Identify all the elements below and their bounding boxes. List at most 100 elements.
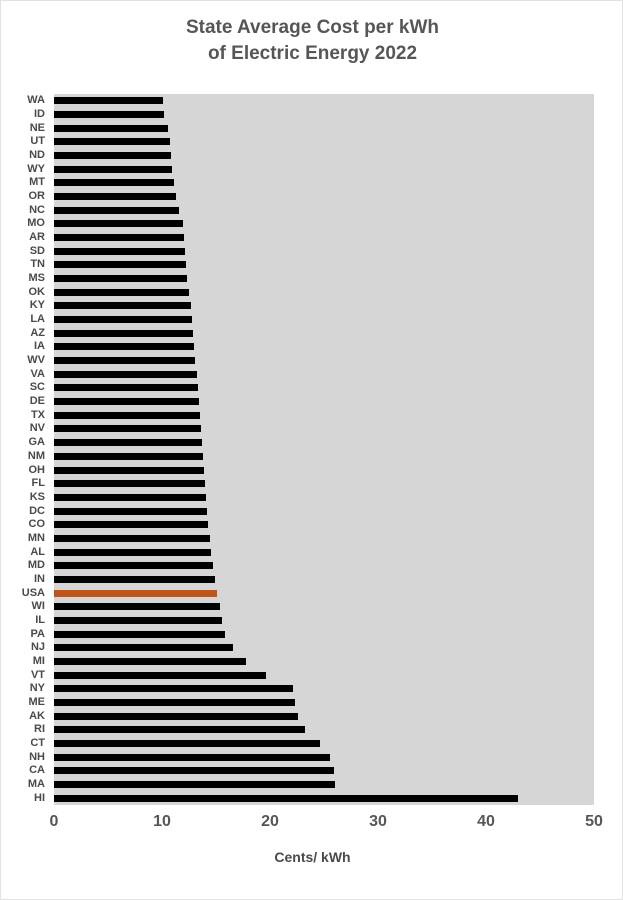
bar-mn <box>54 534 210 542</box>
y-axis-label-md: MD <box>27 559 45 572</box>
bar-row <box>54 753 594 761</box>
bar-nc <box>54 206 180 214</box>
bar-mi <box>54 657 247 665</box>
y-axis-label-wi: WI <box>31 600 45 613</box>
bar-fl <box>54 480 206 488</box>
bar-usa <box>54 589 218 597</box>
y-axis-label-wy: WY <box>27 162 45 175</box>
y-axis-label-ri: RI <box>34 723 45 736</box>
bar-row <box>54 343 594 351</box>
y-axis-label-wa: WA <box>27 94 45 107</box>
bar-ok <box>54 288 189 296</box>
y-axis-label-ar: AR <box>29 231 45 244</box>
bar-oh <box>54 466 205 474</box>
y-axis-label-ma: MA <box>27 777 45 790</box>
bar-il <box>54 616 223 624</box>
x-tick-40: 40 <box>477 813 495 830</box>
bar-series <box>54 94 594 805</box>
y-axis-label-nh: NH <box>29 750 45 763</box>
y-axis-label-nc: NC <box>29 203 45 216</box>
bar-row <box>54 739 594 747</box>
y-axis-label-nm: NM <box>27 449 45 462</box>
bar-row <box>54 726 594 734</box>
x-axis-ticks: 0 10 20 30 40 50 <box>50 813 603 835</box>
y-axis-label-vt: VT <box>30 668 45 681</box>
bar-tx <box>54 411 200 419</box>
bar-row <box>54 384 594 392</box>
bar-row <box>54 124 594 132</box>
y-axis-label-sc: SC <box>29 381 45 394</box>
bar-ne <box>54 124 169 132</box>
bar-va <box>54 370 197 378</box>
bar-row <box>54 316 594 324</box>
y-axis-label-tx: TX <box>30 408 45 421</box>
y-axis-label-la: LA <box>30 313 45 326</box>
y-axis-label-me: ME <box>28 695 46 708</box>
bar-row <box>54 466 594 474</box>
bar-wi <box>54 603 221 611</box>
y-axis-label-dc: DC <box>29 504 45 517</box>
y-axis-label-oh: OH <box>28 463 46 476</box>
bar-row <box>54 357 594 365</box>
y-axis-label-va: VA <box>30 367 45 380</box>
y-axis-label-or: OR <box>28 190 46 203</box>
bar-row <box>54 398 594 406</box>
x-tick-30: 30 <box>369 813 387 830</box>
y-axis-label-mn: MN <box>27 531 45 544</box>
bar-ri <box>54 726 305 734</box>
bar-mt <box>54 179 174 187</box>
y-axis-label-mi: MI <box>32 654 45 667</box>
bar-wv <box>54 357 196 365</box>
bar-row <box>54 193 594 201</box>
bar-al <box>54 548 211 556</box>
bar-de <box>54 398 199 406</box>
bar-sc <box>54 384 198 392</box>
bar-row <box>54 370 594 378</box>
y-axis-label-sd: SD <box>29 244 45 257</box>
bar-hi <box>54 794 519 802</box>
y-axis-label-tn: TN <box>30 258 45 271</box>
y-axis-label-hi: HI <box>34 791 45 804</box>
bar-row <box>54 220 594 228</box>
bar-row <box>54 111 594 118</box>
bar-ar <box>54 234 184 242</box>
bar-row <box>54 302 594 310</box>
bar-row <box>54 206 594 214</box>
bar-id <box>54 111 165 118</box>
bar-ct <box>54 739 320 747</box>
y-axis-label-in: IN <box>34 572 45 585</box>
bar-row <box>54 712 594 720</box>
bar-nj <box>54 644 234 652</box>
y-axis-label-wv: WV <box>27 354 45 367</box>
y-axis-label-de: DE <box>29 395 45 408</box>
bar-row <box>54 288 594 296</box>
y-axis-label-nd: ND <box>29 149 45 162</box>
bar-nv <box>54 425 201 433</box>
x-tick-50: 50 <box>585 813 603 830</box>
bar-nd <box>54 152 171 160</box>
bar-or <box>54 193 177 201</box>
bar-row <box>54 767 594 775</box>
bar-ky <box>54 302 192 310</box>
y-axis-label-nv: NV <box>29 422 45 435</box>
bar-ks <box>54 493 207 501</box>
bar-row <box>54 234 594 242</box>
bar-ma <box>54 780 335 788</box>
bar-sd <box>54 247 185 255</box>
bar-me <box>54 698 295 706</box>
bar-ga <box>54 439 202 447</box>
y-axis-label-mo: MO <box>27 217 45 230</box>
y-axis-label-usa: USA <box>21 586 45 599</box>
bar-row <box>54 521 594 529</box>
y-axis-label-ny: NY <box>29 682 45 695</box>
x-axis-title: Cents/ kWh <box>274 849 351 865</box>
bar-pa <box>54 630 225 638</box>
y-axis-label-ky: KY <box>29 299 45 312</box>
bar-row <box>54 562 594 570</box>
bar-row <box>54 138 594 146</box>
bar-az <box>54 329 194 337</box>
y-axis-label-nj: NJ <box>30 641 45 654</box>
bar-la <box>54 316 193 324</box>
bar-co <box>54 521 209 529</box>
